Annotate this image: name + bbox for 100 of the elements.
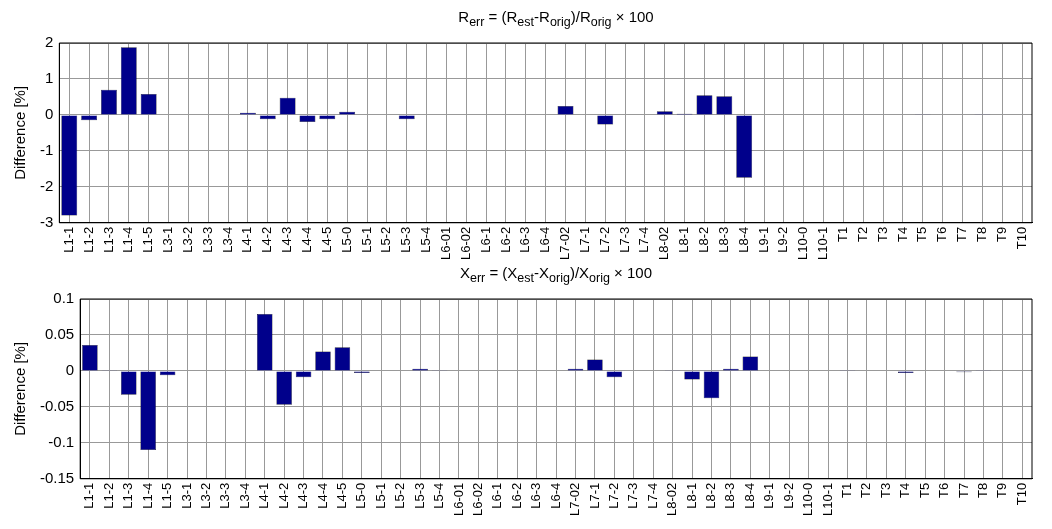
x-tick-label: L8-3 — [715, 226, 731, 253]
x-tick-label: L6-01 — [438, 226, 453, 260]
x-tick-label: L9-2 — [775, 226, 791, 253]
chart-title: R$_{err}$ = (R$_{est}$-R$_{orig}$)/R$_{orig}$ × 100 — [458, 8, 654, 29]
x-tick-label: L7-1 — [576, 226, 592, 253]
y-tick-label: -0.05 — [39, 396, 75, 414]
x-tick-label: L8-02 — [664, 482, 680, 516]
y-tick-label: 0 — [44, 105, 54, 123]
chart-title: X$_{err}$ = (X$_{est}$-X$_{orig}$)/X$_{orig}$ × 100 — [459, 264, 653, 285]
x-tick-label: L1-3 — [120, 482, 136, 509]
x-tick-label: L10-0 — [795, 226, 811, 260]
x-tick-label: L6-3 — [517, 226, 533, 253]
x-tick-label: L3-4 — [236, 482, 252, 509]
x-tick-label: T5 — [914, 226, 930, 242]
x-tick-label: L5-3 — [398, 226, 414, 253]
x-tick-label: L1-5 — [140, 226, 156, 253]
x-tick-label: T9 — [994, 482, 1010, 498]
x-tick-label: L7-4 — [644, 482, 660, 509]
x-tick-label: T5 — [916, 482, 932, 498]
x-tick-label: L7-2 — [605, 482, 621, 509]
x-tick-label: L4-4 — [314, 482, 330, 509]
x-tick-label: L3-1 — [178, 482, 194, 509]
x-tick-label: T10 — [1013, 226, 1029, 250]
x-tick-label: L1-1 — [60, 226, 76, 253]
x-tick-label: L5-4 — [418, 226, 434, 253]
x-tick-label: L8-1 — [683, 482, 699, 509]
x-tick-label: L4-1 — [256, 482, 272, 509]
x-tick-label: T3 — [877, 482, 893, 498]
x-tick-label: L1-2 — [80, 226, 96, 253]
x-tick-label: L5-2 — [378, 226, 394, 253]
x-tick-label: L10-1 — [819, 482, 835, 516]
x-tick-label: L5-2 — [392, 482, 408, 509]
x-tick-label: L6-1 — [477, 226, 493, 253]
x-tick-label: L4-5 — [318, 226, 334, 253]
x-tick-label: L1-1 — [81, 482, 97, 509]
x-tick-label: L5-1 — [358, 226, 374, 253]
x-tick-label: L6-02 — [457, 226, 473, 260]
x-tick-label: L6-2 — [497, 226, 513, 253]
x-tick-label: T8 — [975, 482, 991, 498]
x-tick-label: T7 — [955, 482, 971, 498]
x-tick-label: T2 — [858, 482, 874, 498]
x-tick-label: L3-3 — [199, 226, 215, 253]
x-tick-label: L4-3 — [279, 226, 295, 253]
x-tick-label: T8 — [973, 226, 989, 242]
x-tick-label: L1-3 — [100, 226, 116, 253]
y-tick-label: 2 — [44, 33, 54, 51]
x-tick-label: T1 — [839, 482, 855, 498]
x-tick-label: T10 — [1013, 482, 1029, 506]
x-tick-label: L1-4 — [139, 482, 155, 509]
x-tick-label: L7-4 — [636, 226, 652, 253]
x-tick-label: L8-2 — [696, 226, 712, 253]
y-tick-label: -1 — [39, 140, 54, 158]
y-tick-label: 0.1 — [53, 289, 75, 307]
x-tick-label: L5-1 — [372, 482, 388, 509]
x-tick-label: L8-02 — [656, 226, 672, 260]
x-tick-label: T4 — [897, 482, 913, 498]
x-tick-label: L6-1 — [489, 482, 505, 509]
x-tick-label: L9-1 — [761, 482, 777, 509]
y-tick-label: -3 — [39, 212, 54, 230]
x-tick-label: L8-4 — [741, 482, 757, 509]
x-tick-label: L9-1 — [755, 226, 771, 253]
x-tick-label: L4-2 — [259, 226, 275, 253]
x-tick-label: L3-3 — [217, 482, 233, 509]
y-tick-label: -0.15 — [39, 468, 75, 486]
x-tick-label: L10-0 — [800, 482, 816, 516]
y-axis-title: Difference [%] — [11, 85, 29, 180]
x-tick-label: L1-4 — [120, 226, 136, 253]
x-tick-label: L8-4 — [735, 226, 751, 253]
x-tick-label: L9-2 — [780, 482, 796, 509]
x-tick-label: T4 — [894, 226, 910, 242]
x-tick-label: L6-3 — [528, 482, 544, 509]
x-tick-label: T6 — [936, 482, 952, 498]
x-tick-label: L1-5 — [159, 482, 175, 509]
x-tick-label: L7-1 — [586, 482, 602, 509]
y-tick-label: 0 — [65, 361, 75, 379]
x-tick-label: L5-4 — [431, 482, 447, 509]
y-axis-title: Difference [%] — [11, 341, 29, 436]
x-tick-label: L4-3 — [295, 482, 311, 509]
x-tick-label: L6-2 — [508, 482, 524, 509]
x-tick-label: L8-1 — [676, 226, 692, 253]
x-tick-label: L5-0 — [338, 226, 354, 253]
x-tick-label: L7-3 — [616, 226, 632, 253]
x-tick-label: L7-02 — [557, 226, 573, 260]
x-tick-label: L3-2 — [179, 226, 195, 253]
x-tick-label: L5-0 — [353, 482, 369, 509]
x-tick-label: L3-4 — [219, 226, 235, 253]
x-tick-label: T6 — [934, 226, 950, 242]
y-tick-label: -0.1 — [48, 432, 75, 450]
x-tick-label: L6-01 — [450, 482, 466, 516]
x-tick-label: L6-4 — [537, 226, 553, 253]
x-tick-label: L7-2 — [596, 226, 612, 253]
y-tick-label: 1 — [44, 69, 54, 87]
x-tick-label: L6-02 — [469, 482, 485, 516]
y-tick-label: -2 — [39, 176, 54, 194]
x-tick-label: L1-2 — [100, 482, 116, 509]
x-tick-label: T7 — [954, 226, 970, 242]
x-tick-label: L8-2 — [703, 482, 719, 509]
y-tick-label: 0.05 — [44, 325, 75, 343]
x-tick-label: L8-3 — [722, 482, 738, 509]
x-tick-label: L7-3 — [625, 482, 641, 509]
